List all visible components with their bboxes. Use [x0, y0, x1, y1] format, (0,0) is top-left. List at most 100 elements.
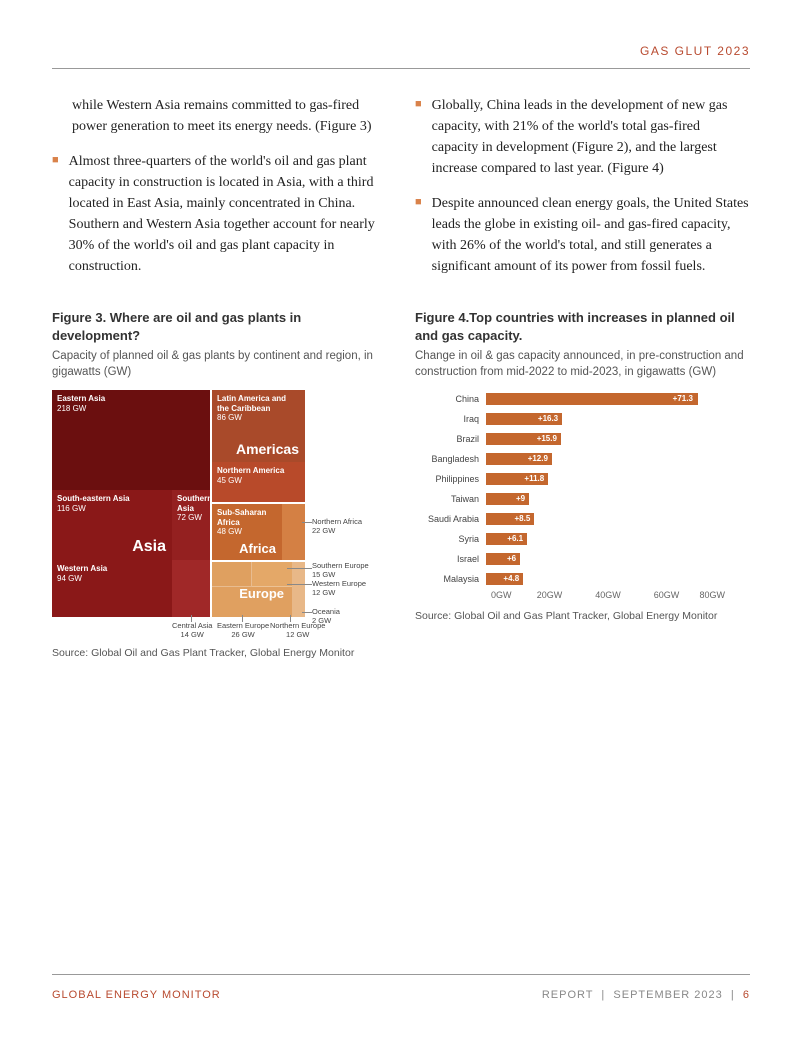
bullet-text: Almost three-quarters of the world's oil…	[69, 151, 387, 277]
footer-publisher: GLOBAL ENERGY MONITOR	[52, 989, 221, 1001]
figure-subtitle: Change in oil & gas capacity announced, …	[415, 348, 750, 380]
bar-row: Brazil+15.9	[415, 430, 725, 447]
callout-northern-africa: Northern Africa 22 GW	[312, 518, 362, 535]
bar-value: +8.5	[511, 512, 536, 526]
bar-value: +4.8	[499, 572, 524, 586]
footer-page-number: 6	[743, 989, 750, 1001]
cell-label: Western Asia	[57, 564, 167, 574]
bar-value: +71.3	[669, 392, 697, 406]
bar-track: +16.3	[485, 412, 725, 426]
treemap-cell-eastern-asia: Eastern Asia 218 GW	[52, 390, 210, 490]
bar-label: China	[415, 394, 485, 404]
bullet-item: ■ Globally, China leads in the developme…	[415, 95, 750, 179]
callout-line	[191, 615, 192, 622]
treemap-wrap: Eastern Asia 218 GW South-eastern Asia 1…	[52, 390, 387, 617]
callout-line	[287, 568, 312, 569]
bar-row: Iraq+16.3	[415, 410, 725, 427]
bar-fill	[485, 392, 699, 406]
treemap-cell-europe-small-2	[252, 562, 292, 587]
para-continuation: while Western Asia remains committed to …	[72, 95, 387, 137]
callout-central-asia: Central Asia 14 GW	[172, 622, 212, 639]
treemap-cell-western-asia: Western Asia 94 GW	[52, 560, 172, 617]
column-left: while Western Asia remains committed to …	[52, 95, 387, 291]
figure-source: Source: Global Oil and Gas Plant Tracker…	[415, 610, 750, 622]
bar-track: +4.8	[485, 572, 725, 586]
figure-4: Figure 4.Top countries with increases in…	[415, 309, 750, 659]
bar-fill	[485, 492, 512, 506]
bar-row: Taiwan+9	[415, 490, 725, 507]
bar-track: +15.9	[485, 432, 725, 446]
bar-chart: China +71.3 Iraq+16.3 Brazil+15.9 Bangladesh…	[415, 390, 725, 600]
bar-value: +12.9	[524, 452, 553, 466]
bar-row: Israel +6	[415, 550, 725, 567]
continent-label: Europe	[239, 586, 284, 602]
cell-value: 72 GW	[177, 513, 205, 523]
callout-line	[287, 584, 312, 585]
bar-value: +6	[503, 552, 521, 566]
bar-track: +12.9	[485, 452, 725, 466]
header-title: GAS GLUT 2023	[640, 44, 750, 58]
footer-date: SEPTEMBER 2023	[613, 989, 722, 1001]
cell-label: Eastern Asia	[57, 394, 205, 404]
cell-label: Sub-Saharan Africa	[217, 508, 277, 527]
axis-tick: 60GW	[637, 590, 696, 600]
continent-label: Africa	[239, 541, 276, 557]
treemap-chart: Eastern Asia 218 GW South-eastern Asia 1…	[52, 390, 305, 617]
bar-fill	[485, 532, 503, 546]
bar-track: +71.3	[485, 392, 725, 406]
treemap-cell-oceania	[292, 562, 305, 617]
bar-row: Bangladesh +12.9	[415, 450, 725, 467]
axis-tick: 0GW	[491, 590, 520, 600]
bullet-item: ■ Almost three-quarters of the world's o…	[52, 151, 387, 277]
axis-tick: 40GW	[579, 590, 638, 600]
callout-northern-europe: Northern Europe 12 GW	[270, 622, 325, 639]
callout-line	[242, 615, 243, 622]
cell-label: South-eastern Asia	[57, 494, 167, 504]
figure-title: Figure 4.Top countries with increases in…	[415, 309, 750, 344]
bar-fill	[485, 512, 511, 526]
page-header: GAS GLUT 2023	[52, 44, 750, 69]
treemap-cell-se-asia: South-eastern Asia 116 GW Asia	[52, 490, 172, 560]
treemap-cell-central-asia	[172, 560, 210, 617]
treemap-cell-latin-america: Latin America and the Caribbean 86 GW Am…	[212, 390, 305, 462]
bar-row: Philippines+11.8	[415, 470, 725, 487]
callout-southern-europe: Southern Europe 15 GW	[312, 562, 369, 579]
bar-track: +9	[485, 492, 725, 506]
bar-label: Israel	[415, 554, 485, 564]
bar-label: Malaysia	[415, 574, 485, 584]
treemap-cell-northern-africa	[282, 504, 305, 560]
bar-track: +8.5	[485, 512, 725, 526]
footer-meta: REPORT | SEPTEMBER 2023 | 6	[542, 989, 750, 1001]
bullet-marker-icon: ■	[415, 95, 422, 179]
callout-line	[302, 522, 312, 523]
bullet-text: Despite announced clean energy goals, th…	[432, 193, 750, 277]
callout-western-europe: Western Europe 12 GW	[312, 580, 366, 597]
treemap-cell-southern-asia: Southern Asia 72 GW	[172, 490, 210, 560]
bar-axis: 0GW20GW40GW60GW80GW	[485, 590, 725, 600]
bar-label: Bangladesh	[415, 454, 485, 464]
bar-track: +6	[485, 552, 725, 566]
treemap-cell-sub-saharan: Sub-Saharan Africa 48 GW Africa	[212, 504, 282, 560]
figure-source: Source: Global Oil and Gas Plant Tracker…	[52, 647, 387, 659]
cell-value: 45 GW	[217, 476, 300, 486]
bar-row: Malaysia +4.8	[415, 570, 725, 587]
figures-row: Figure 3. Where are oil and gas plants i…	[52, 309, 750, 659]
bar-label: Saudi Arabia	[415, 514, 485, 524]
bar-label: Taiwan	[415, 494, 485, 504]
page-footer: GLOBAL ENERGY MONITOR REPORT | SEPTEMBER…	[52, 974, 750, 1001]
bar-fill	[485, 412, 534, 426]
callout-line	[290, 615, 291, 622]
footer-report-label: REPORT	[542, 989, 593, 1001]
figure-title: Figure 3. Where are oil and gas plants i…	[52, 309, 387, 344]
bar-fill	[485, 472, 520, 486]
callout-eastern-europe: Eastern Europe 26 GW	[217, 622, 269, 639]
treemap-cell-north-america: Northern America 45 GW	[212, 462, 305, 502]
bar-value: +15.9	[533, 432, 562, 446]
cell-value: 116 GW	[57, 504, 167, 514]
bar-track: +11.8	[485, 472, 725, 486]
bar-row: Syria+6.1	[415, 530, 725, 547]
text-columns: while Western Asia remains committed to …	[52, 95, 750, 291]
continent-label: Asia	[132, 537, 166, 556]
bar-fill	[485, 432, 533, 446]
bar-label: Syria	[415, 534, 485, 544]
